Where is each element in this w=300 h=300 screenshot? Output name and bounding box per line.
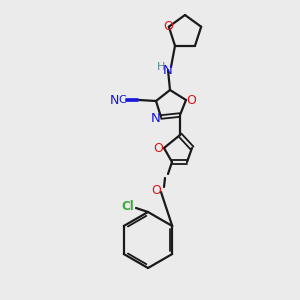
- Text: N: N: [109, 94, 119, 106]
- Text: N: N: [163, 64, 173, 76]
- Text: N: N: [151, 112, 161, 124]
- Text: H: H: [157, 62, 165, 72]
- Text: O: O: [151, 184, 161, 197]
- Text: C: C: [118, 95, 126, 105]
- Text: O: O: [163, 20, 173, 33]
- Text: O: O: [153, 142, 163, 154]
- Text: Cl: Cl: [122, 200, 134, 212]
- Text: O: O: [186, 94, 196, 106]
